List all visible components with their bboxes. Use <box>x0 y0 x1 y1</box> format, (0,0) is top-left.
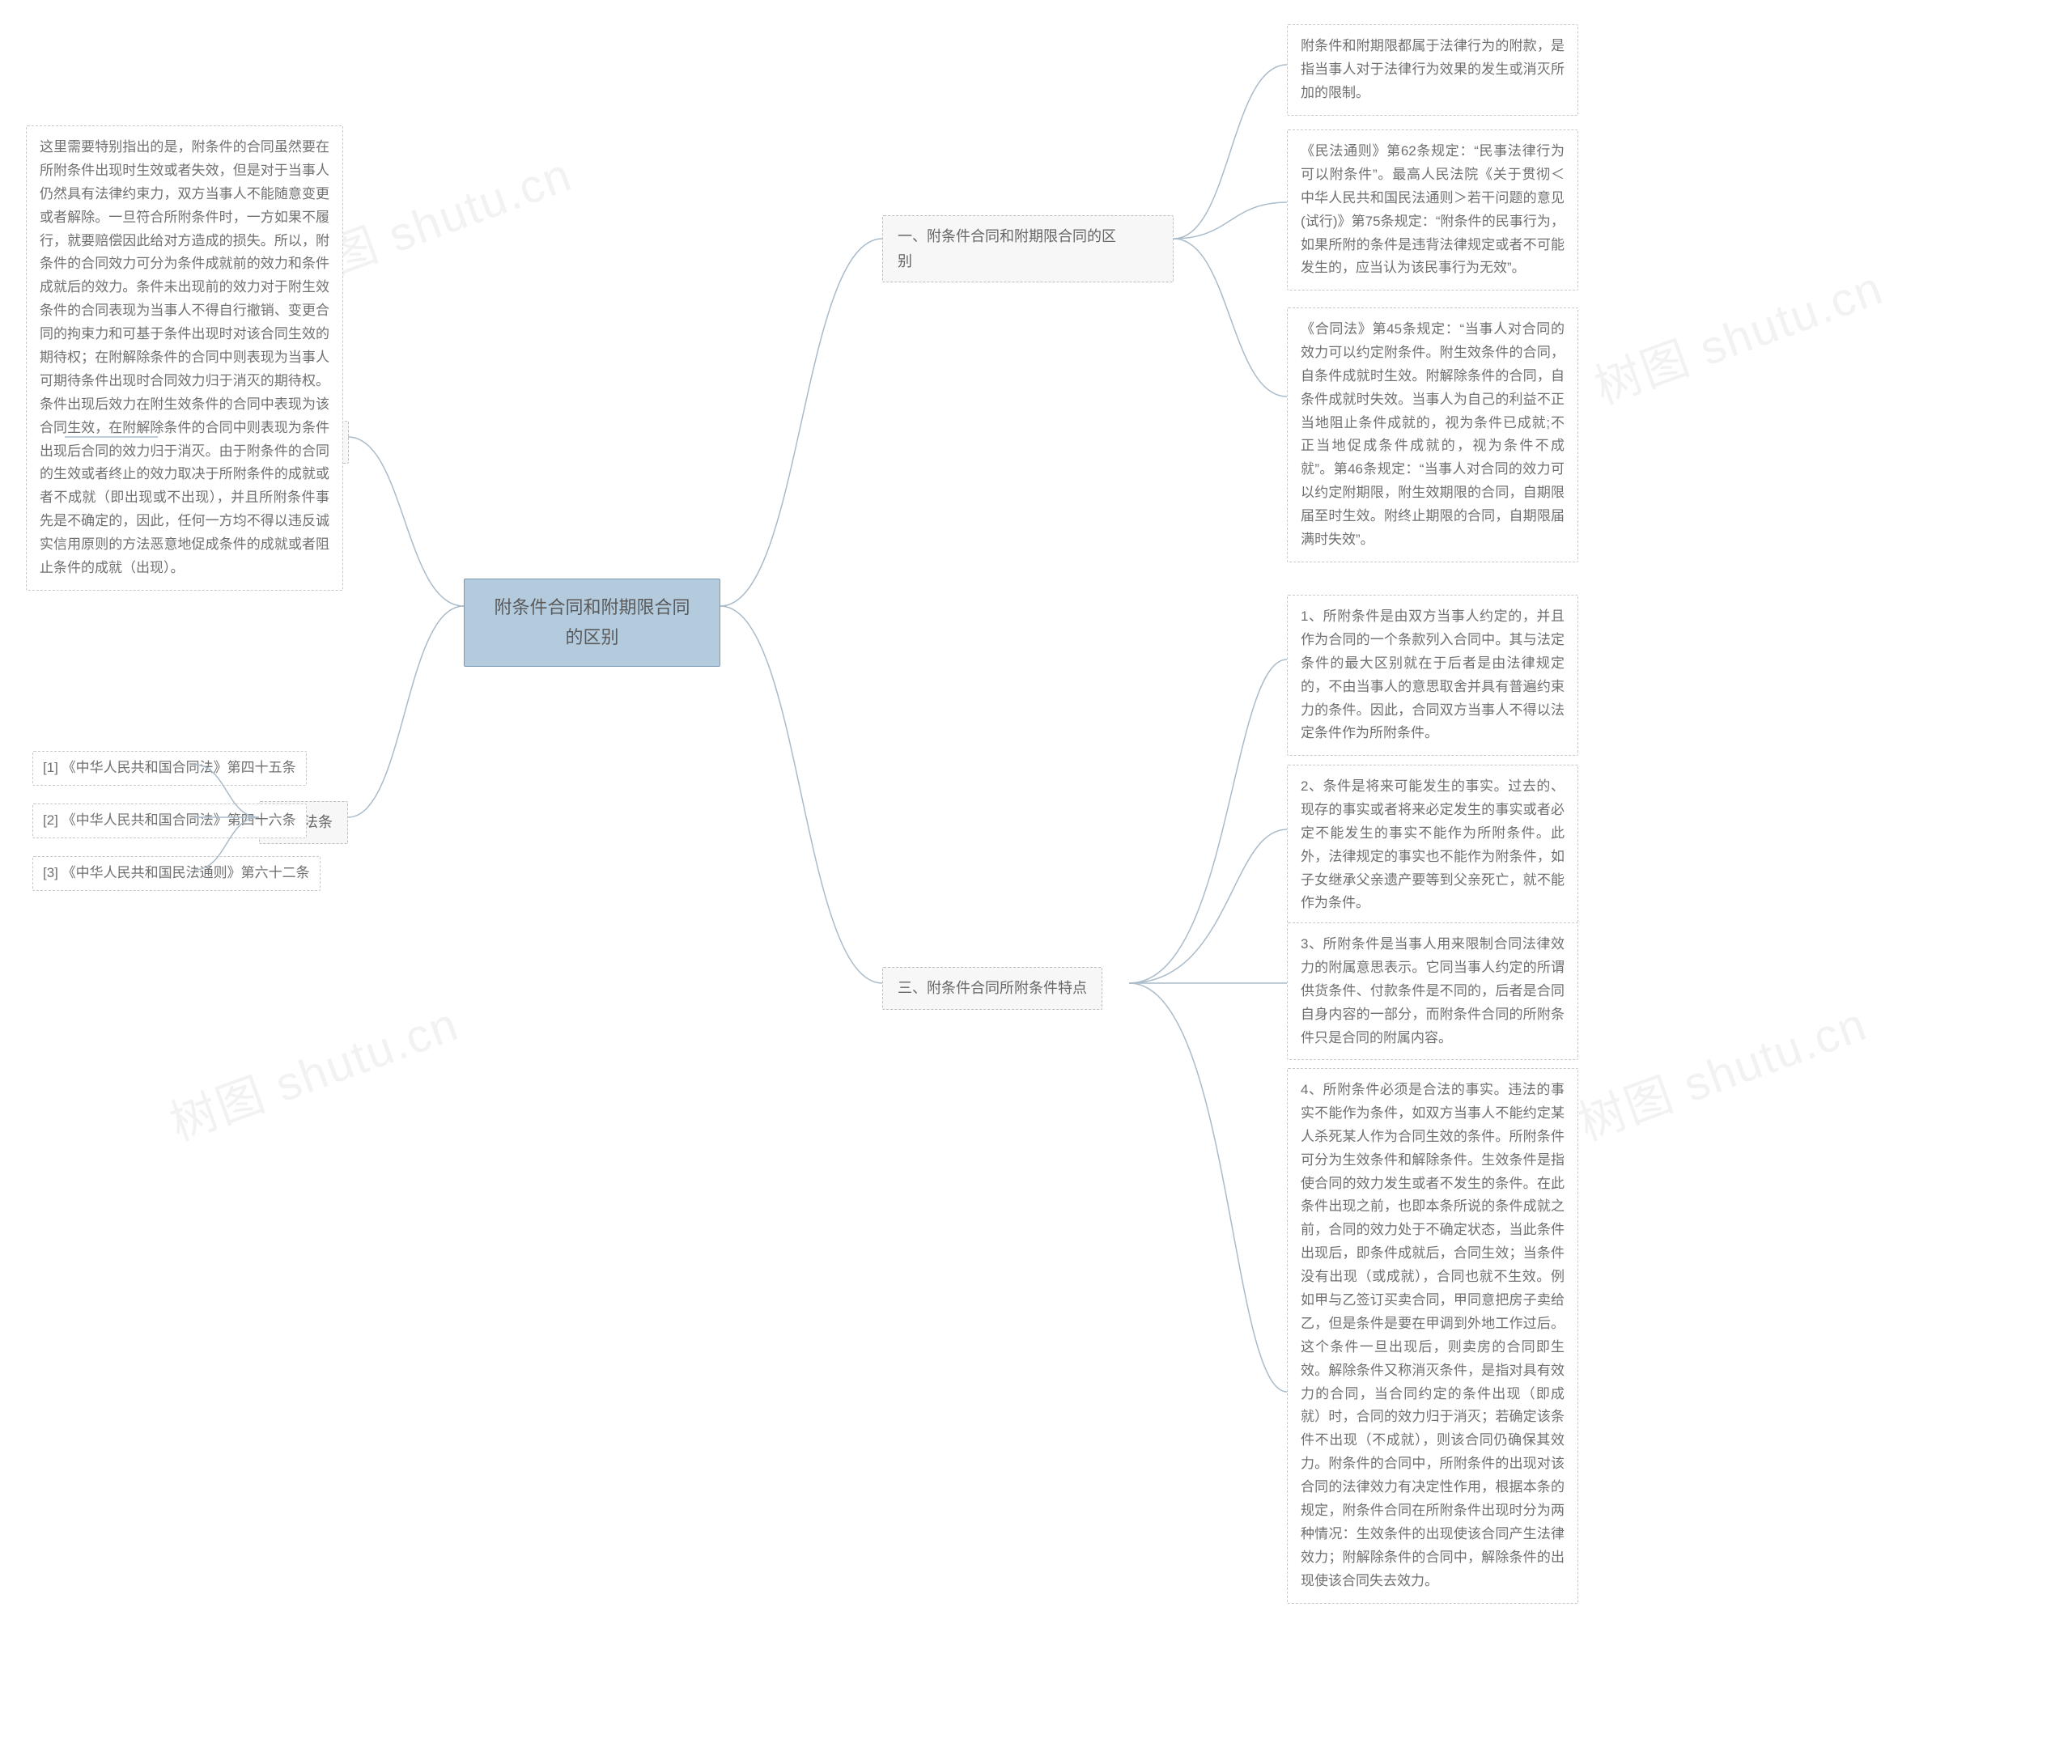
mindmap-canvas: 树图 shutu.cn 树图 shutu.cn 树图 shutu.cn 树图 s… <box>0 0 2072 1764</box>
connectors <box>0 0 2072 1764</box>
